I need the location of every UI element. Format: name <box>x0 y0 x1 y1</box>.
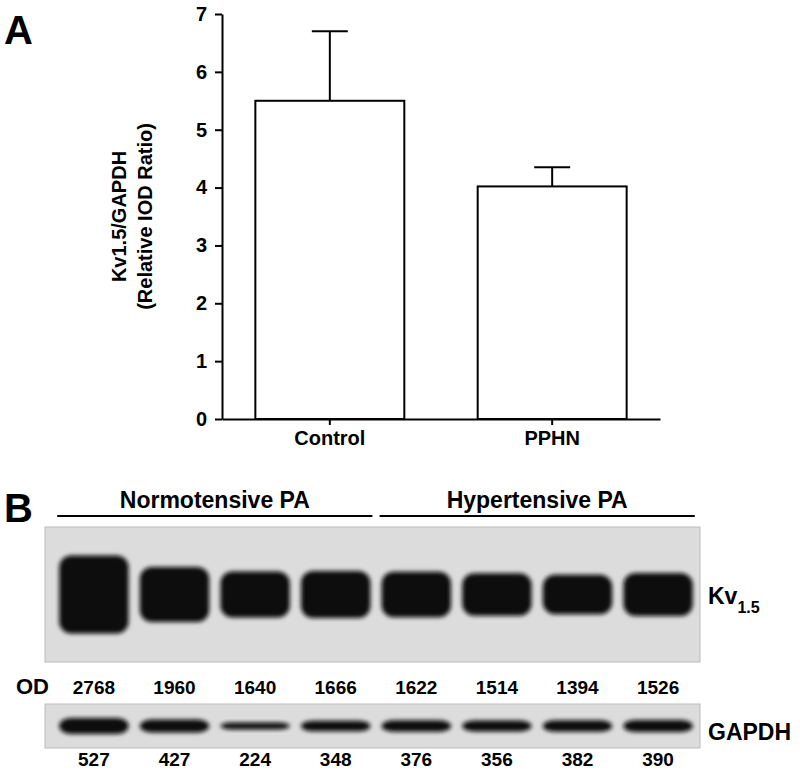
od-value: 224 <box>239 749 271 770</box>
od-value: 1960 <box>153 677 195 698</box>
error-bar <box>312 31 348 100</box>
figure: A 0 1 2 3 4 5 6 7 Control PPHN Kv1.5/GAPDH(Relative… <box>0 0 800 771</box>
y-tick-label: 3 <box>196 234 207 256</box>
plot-area <box>255 31 626 419</box>
x-tick: PPHN <box>524 419 580 449</box>
y-tick-label: 7 <box>196 3 207 25</box>
blot-band <box>301 721 370 732</box>
label-part: Kv <box>708 583 738 609</box>
row-label: Kv1.5 <box>708 583 760 616</box>
od-value: 2768 <box>73 677 115 698</box>
x-tick-mark <box>329 419 331 425</box>
blot-band <box>623 573 692 616</box>
blot-band <box>59 556 128 634</box>
od-value: 1394 <box>556 677 599 698</box>
blot-row <box>45 527 700 662</box>
blot-band <box>301 571 370 618</box>
blot-band <box>623 720 692 732</box>
blot-band <box>382 720 451 731</box>
y-axis: 0 1 2 3 4 5 6 7 <box>196 3 223 430</box>
x-tick-label: Control <box>294 427 365 449</box>
group-label: Hypertensive PA <box>447 487 628 513</box>
y-tick-mark <box>215 419 222 421</box>
y-tick-label: 6 <box>196 61 207 83</box>
od-value: 376 <box>400 749 432 770</box>
error-bar <box>534 167 570 186</box>
blot-band <box>140 720 209 733</box>
y-tick: 4 <box>196 176 222 198</box>
y-tick-label: 0 <box>196 408 207 430</box>
od-value: 427 <box>159 749 191 770</box>
label-part: GAPDH <box>708 719 791 745</box>
x-tick: Control <box>294 419 365 449</box>
od-value: 382 <box>562 749 594 770</box>
y-axis-title: Kv1.5/GAPDH(Relative IOD Ratio) <box>108 123 156 310</box>
blot-band <box>220 723 289 730</box>
blot-background <box>45 527 700 662</box>
x-axis: Control PPHN <box>223 419 661 449</box>
blot-background <box>45 704 700 748</box>
blot-band <box>462 573 531 616</box>
y-tick: 6 <box>196 61 222 83</box>
y-tick-label: 5 <box>196 119 207 141</box>
y-tick: 5 <box>196 119 222 141</box>
row-label: GAPDH <box>708 719 791 745</box>
od-value: 1526 <box>637 677 679 698</box>
od-value: 1666 <box>315 677 357 698</box>
od-value: 527 <box>78 749 110 770</box>
bar <box>255 101 404 419</box>
panel-label: B <box>4 486 33 530</box>
y-tick-mark <box>215 361 222 363</box>
x-axis-line <box>223 419 661 421</box>
y-tick: 2 <box>196 292 222 314</box>
blot-band <box>59 718 128 734</box>
y-tick: 3 <box>196 234 222 256</box>
label-subscript: 1.5 <box>737 598 759 616</box>
x-tick-label: PPHN <box>524 427 580 449</box>
blot-band <box>220 571 289 617</box>
y-tick: 1 <box>196 350 222 372</box>
panel-label: A <box>4 8 33 52</box>
blot-band <box>543 575 612 614</box>
y-tick: 7 <box>196 3 222 25</box>
y-tick-label: 2 <box>196 292 207 314</box>
blot-band <box>462 721 531 732</box>
group-underline <box>380 515 695 517</box>
od-value: 1640 <box>234 677 276 698</box>
y-tick-mark <box>215 245 222 247</box>
bar <box>478 186 627 419</box>
od-value: 348 <box>320 749 352 770</box>
y-axis-title-line: (Relative IOD Ratio) <box>134 123 156 310</box>
od-value: 1622 <box>395 677 437 698</box>
y-tick-mark <box>215 303 222 305</box>
x-tick-mark <box>551 419 553 425</box>
y-tick-label: 4 <box>196 176 208 198</box>
y-tick-label: 1 <box>196 350 207 372</box>
error-cap <box>534 166 570 168</box>
y-axis-title-line: Kv1.5/GAPDH <box>108 151 130 282</box>
od-value: 356 <box>481 749 513 770</box>
od-value: 390 <box>642 749 674 770</box>
od-label: OD <box>16 674 49 699</box>
y-tick-mark <box>215 187 222 189</box>
y-tick-mark <box>215 14 222 16</box>
error-stem <box>329 31 331 100</box>
y-tick-mark <box>215 129 222 131</box>
y-tick: 0 <box>196 408 222 430</box>
error-stem <box>551 167 553 186</box>
group-underline <box>57 515 372 517</box>
error-cap <box>312 30 348 32</box>
blot-row <box>45 704 700 748</box>
blot-band <box>543 720 612 732</box>
group-label: Normotensive PA <box>120 487 310 513</box>
blot-band <box>140 567 209 622</box>
od-value: 1514 <box>476 677 519 698</box>
y-axis-line <box>222 15 224 420</box>
y-tick-mark <box>215 71 222 73</box>
blot-band <box>382 572 451 618</box>
